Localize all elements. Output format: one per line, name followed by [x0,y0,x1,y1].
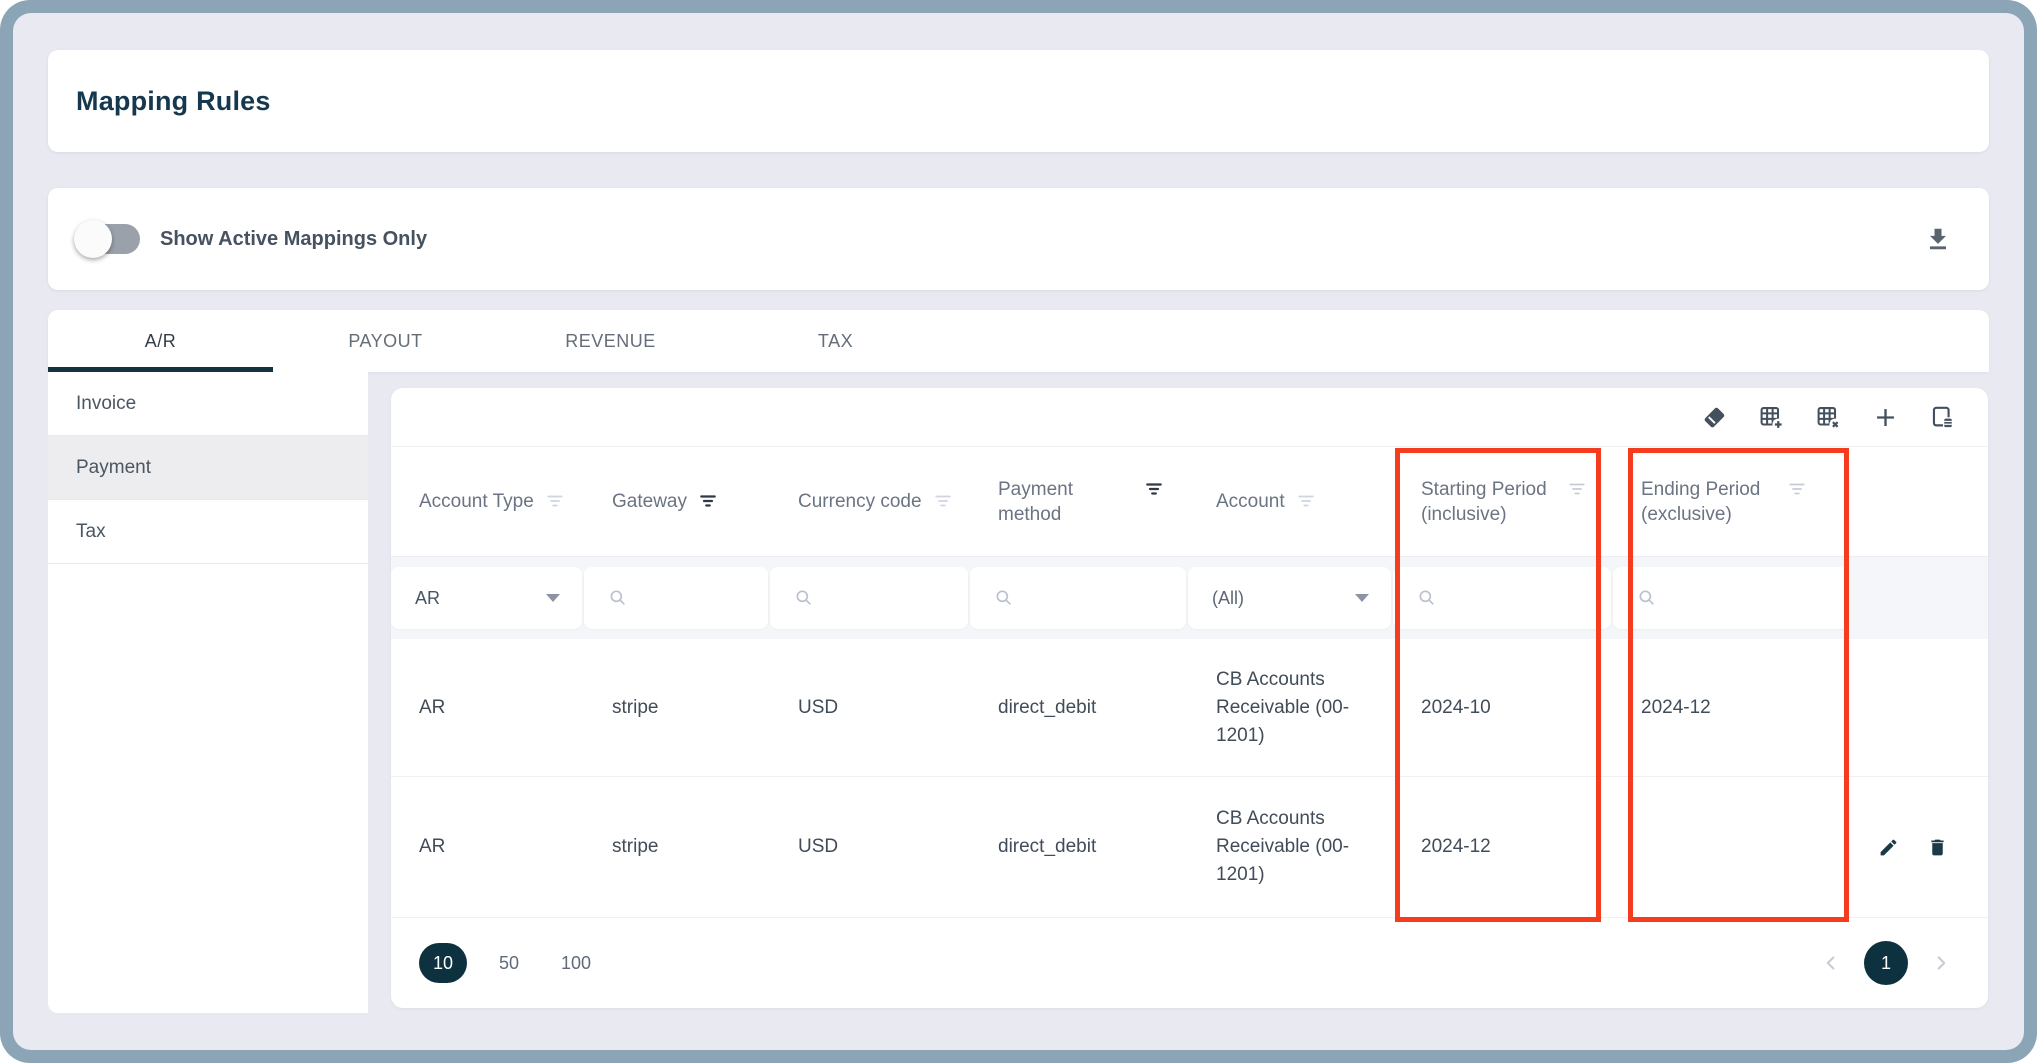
next-page-icon[interactable] [1930,952,1952,974]
filter-icon[interactable] [1568,480,1586,498]
title-card: Mapping Rules [48,50,1989,152]
page-size-10[interactable]: 10 [419,943,467,983]
starting-period-filter-input[interactable] [1393,567,1611,629]
cell-account-type: AR [419,836,446,857]
duplicate-data-icon[interactable] [1929,404,1956,431]
toggle-knob [74,220,112,258]
column-header-ending-period[interactable]: Ending Period (exclusive) [1613,447,1850,556]
search-icon [610,590,625,605]
filter-icon[interactable] [934,492,952,510]
filter-cell-currency-code [770,557,970,639]
table-add-column-icon[interactable] [1758,404,1785,431]
filter-cell-account: (All) [1188,557,1393,639]
column-header-currency-code[interactable]: Currency code [770,447,970,556]
table-row[interactable]: AR stripe USD direct_debit CB Accounts R… [391,639,1988,776]
filter-icon[interactable] [699,492,717,510]
pagination-bar: 10 50 100 1 [391,917,1988,1008]
search-icon [796,590,811,605]
table-row[interactable]: AR stripe USD direct_debit CB Accounts R… [391,776,1988,917]
filter-cell-ending-period [1613,557,1850,639]
tab-revenue[interactable]: REVENUE [565,330,656,351]
filter-cell-actions [1850,557,1988,639]
column-header-account-type[interactable]: Account Type [391,447,584,556]
table-remove-column-icon[interactable] [1815,404,1842,431]
page-size-selector: 10 50 100 [419,943,601,983]
filter-icon[interactable] [1788,480,1806,498]
tab-bar: A/R PAYOUT REVENUE TAX [48,310,1989,372]
tab-payout[interactable]: PAYOUT [348,330,423,351]
cell-currency-code: USD [798,836,839,857]
filter-cell-account-type: AR [391,557,584,639]
column-header-account[interactable]: Account [1188,447,1393,556]
column-header-payment-method[interactable]: Payment method [970,447,1188,556]
table-header-row: Account Type Gateway Currency code Payme… [391,447,1988,557]
cell-account-type: AR [419,696,446,718]
chevron-down-icon [546,594,560,602]
column-header-starting-period[interactable]: Starting Period (inclusive) [1393,447,1613,556]
ending-period-filter-input[interactable] [1613,567,1848,629]
column-header-actions [1850,447,1988,556]
currency-code-filter-input[interactable] [770,567,968,629]
gateway-filter-input[interactable] [584,567,768,629]
tab-tax[interactable]: TAX [817,330,854,351]
filter-icon[interactable] [1145,480,1163,498]
cell-actions [1850,639,1988,776]
page-title: Mapping Rules [76,85,271,116]
toggle-label: Show Active Mappings Only [160,227,428,250]
cell-ending-period [1613,777,1850,917]
cell-account: CB Accounts Receivable (00-1201) [1216,808,1350,885]
edit-icon[interactable] [1878,835,1899,860]
search-icon [1419,590,1434,605]
account-filter-select[interactable]: (All) [1188,567,1391,629]
page-size-50[interactable]: 50 [498,952,520,973]
previous-page-icon[interactable] [1820,952,1842,974]
show-active-mappings-toggle[interactable] [74,219,144,259]
download-icon[interactable] [1923,224,1953,254]
sidebar: Invoice Payment Tax [48,372,368,1013]
page-size-100[interactable]: 100 [561,952,592,973]
current-page-button[interactable]: 1 [1864,941,1908,985]
sidebar-item-invoice[interactable]: Invoice [48,372,368,436]
cell-currency-code: USD [798,696,839,718]
sidebar-item-tax[interactable]: Tax [48,500,368,564]
filter-icon[interactable] [546,492,564,510]
column-header-gateway[interactable]: Gateway [584,447,770,556]
mapping-table-panel: Account Type Gateway Currency code Payme… [391,388,1988,1008]
chevron-down-icon [1355,594,1369,602]
toolbar-card: Show Active Mappings Only [48,188,1989,290]
filter-cell-payment-method [970,557,1188,639]
eraser-icon[interactable] [1701,404,1728,431]
cell-payment-method: direct_debit [998,696,1097,718]
cell-starting-period: 2024-12 [1421,836,1491,857]
filter-icon[interactable] [1297,492,1315,510]
search-icon [996,590,1011,605]
cell-payment-method: direct_debit [998,836,1097,857]
payment-method-filter-input[interactable] [970,567,1186,629]
search-icon [1639,590,1654,605]
filter-cell-starting-period [1393,557,1613,639]
cell-gateway: stripe [612,836,659,857]
active-tab-underline [48,367,273,372]
cell-gateway: stripe [612,696,659,718]
cell-actions [1850,777,1988,917]
filter-cell-gateway [584,557,770,639]
table-toolbar [391,388,1988,447]
sidebar-item-payment[interactable]: Payment [48,436,368,500]
cell-account: CB Accounts Receivable (00-1201) [1216,668,1350,746]
cell-ending-period: 2024-12 [1641,696,1711,718]
plus-icon[interactable] [1872,404,1899,431]
table-filter-row: AR (All) [391,557,1988,639]
page-navigation: 1 [1820,941,1952,985]
delete-icon[interactable] [1927,835,1948,860]
cell-starting-period: 2024-10 [1421,696,1491,718]
tab-ar[interactable]: A/R [144,330,177,351]
account-type-filter-select[interactable]: AR [391,567,582,629]
